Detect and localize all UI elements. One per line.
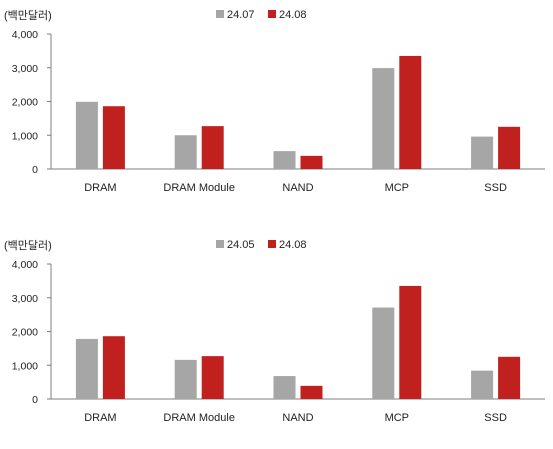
- category-label: DRAM Module: [163, 182, 235, 194]
- bar-chart-svg: (백만달러) 24.07 24.08 4,000 3,000 2,000 1,000 0 DRA…: [4, 9, 545, 194]
- legend-label: 24.05: [227, 239, 255, 251]
- bar-24.07-nand: [273, 151, 296, 169]
- y-tick-label: 2,000: [12, 97, 38, 109]
- bar-24.08-nand: [300, 155, 323, 169]
- bar-24.07-dram-module: [174, 135, 197, 169]
- legend-swatch: [216, 240, 224, 248]
- category-label: SSD: [484, 182, 507, 194]
- unit-label: (백만달러): [4, 239, 52, 252]
- bar-24.05-dram: [75, 338, 98, 399]
- bar-24.08-dram-module: [201, 126, 224, 169]
- category-label: NAND: [282, 182, 313, 194]
- legend-label: 24.07: [227, 9, 255, 21]
- category-label: DRAM Module: [163, 412, 235, 424]
- bar-24.05-nand: [273, 376, 296, 399]
- category-label: NAND: [282, 412, 313, 424]
- bar-24.08-dram: [102, 106, 125, 169]
- category-label: DRAM: [84, 182, 116, 194]
- bar-24.08-nand: [300, 385, 323, 399]
- bar-24.07-ssd: [471, 136, 494, 169]
- y-tick-label: 1,000: [12, 360, 38, 372]
- bar-24.08-dram: [102, 336, 125, 399]
- y-tick-label: 3,000: [12, 63, 38, 75]
- bar-24.08-dram-module: [201, 356, 224, 399]
- y-tick-label: 2,000: [12, 327, 38, 339]
- bar-24.08-mcp: [399, 285, 422, 399]
- unit-label: (백만달러): [4, 9, 52, 22]
- category-label: MCP: [385, 182, 409, 194]
- legend-label: 24.08: [279, 9, 307, 21]
- category-label: DRAM: [84, 412, 116, 424]
- bar-24.05-ssd: [471, 370, 494, 399]
- chart-bottom: (백만달러) 24.05 24.08 4,000 3,000 2,000 1,000 0 DRA…: [0, 230, 553, 444]
- y-tick-label: 4,000: [12, 259, 38, 271]
- legend-label: 24.08: [279, 239, 307, 251]
- bar-24.07-dram: [75, 101, 98, 169]
- y-tick-label: 0: [32, 164, 38, 176]
- category-label: MCP: [385, 412, 409, 424]
- y-tick-label: 1,000: [12, 130, 38, 142]
- bar-chart-svg: (백만달러) 24.05 24.08 4,000 3,000 2,000 1,000 0 DRA…: [4, 239, 545, 424]
- legend-swatch: [216, 10, 224, 18]
- bar-24.05-dram-module: [174, 359, 197, 399]
- y-tick-label: 4,000: [12, 29, 38, 41]
- chart-top: (백만달러) 24.07 24.08 4,000 3,000 2,000 1,000 0 DRA…: [0, 0, 553, 214]
- bar-24.07-mcp: [372, 68, 395, 169]
- bar-24.08-ssd: [498, 356, 521, 399]
- bar-24.08-ssd: [498, 126, 521, 169]
- y-tick-label: 3,000: [12, 293, 38, 305]
- y-tick-label: 0: [32, 394, 38, 406]
- legend-swatch: [268, 10, 276, 18]
- bar-24.05-mcp: [372, 307, 395, 399]
- bar-24.08-mcp: [399, 55, 422, 169]
- category-label: SSD: [484, 412, 507, 424]
- legend-swatch: [268, 240, 276, 248]
